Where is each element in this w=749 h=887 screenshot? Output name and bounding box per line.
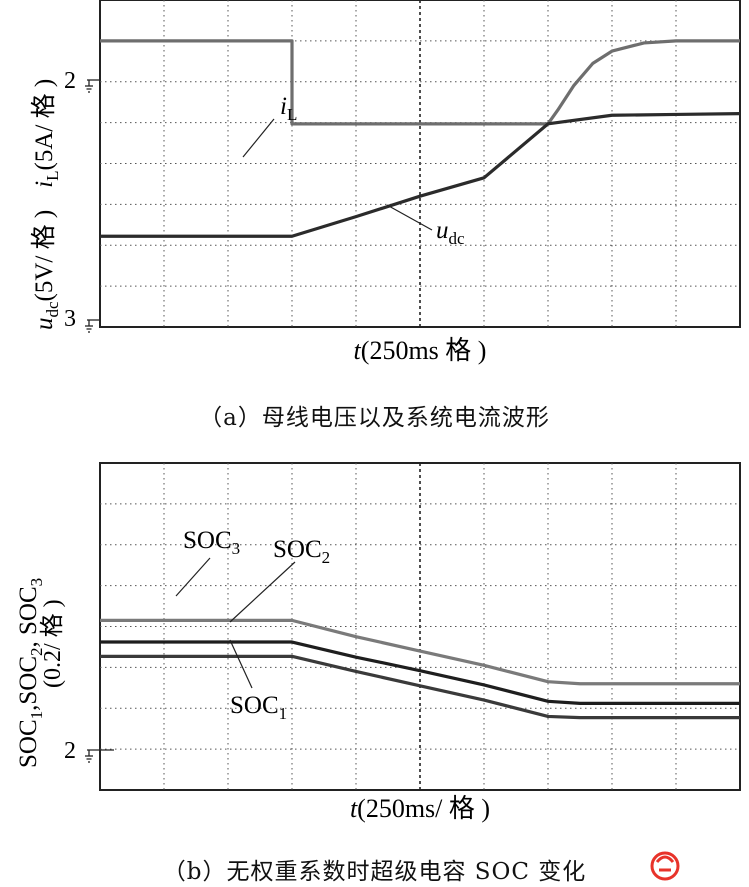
- leader-udc: [386, 204, 433, 231]
- ylabel-soc3-sub: 3: [27, 578, 46, 587]
- watermark-logo-mark: [655, 855, 675, 872]
- panel-b-chart: 2 SOC1,SOC2, SOC3 (0.2/ 格 ) t(250ms/ 格 )…: [15, 462, 741, 823]
- panel-a-series-il: [100, 39, 740, 126]
- panel-b-y-axis-label-2: (0.2/ 格 ): [39, 599, 66, 688]
- xlabel-a-var: t: [354, 336, 362, 365]
- ground-symbol-icon: [85, 79, 100, 93]
- xlabel-b-var: t: [350, 794, 358, 823]
- panel-a-chart: 2 3 udc(5V/ 格 )iL(5A/ 格 ) t(250ms 格 ) iL: [30, 0, 741, 365]
- ground-symbol-icon: [85, 319, 100, 333]
- ylabel-i-sub: L: [43, 170, 62, 180]
- ylabel-u-var: u: [31, 318, 58, 331]
- watermark-logo-icon: [650, 851, 680, 881]
- panel-b-caption: （b）无权重系数时超级电容 SOC 变化: [162, 859, 587, 885]
- ylabel-u-sub: dc: [43, 301, 62, 318]
- watermark-logo: [650, 851, 680, 881]
- panel-b-y-axis-label-1: SOC1,SOC2, SOC3: [15, 578, 46, 768]
- leader-soc2: [229, 561, 296, 623]
- panel-b-x-axis-label: t(250ms/ 格 ): [350, 794, 490, 823]
- panel-b-marker-2: 2: [64, 738, 76, 764]
- xlabel-b: (250ms/ 格 ): [357, 794, 490, 823]
- series-label-udc-var: u: [436, 217, 449, 244]
- series-label-soc2-name: SOC: [273, 536, 322, 563]
- panel-a-marker-3: 3: [64, 306, 76, 332]
- ylabel-soc3: SOC: [15, 586, 42, 635]
- ylabel-u: (5V/ 格 ): [30, 210, 58, 302]
- ylabel-soc1: SOC: [15, 719, 42, 768]
- panel-b-series-soc3: [100, 618, 740, 686]
- series-label-soc1-sub: 1: [279, 704, 288, 723]
- ylabel-soc2: SOC: [15, 656, 42, 705]
- series-label-soc1-name: SOC: [230, 692, 279, 719]
- xlabel-a: (250ms 格 ): [361, 336, 487, 365]
- series-label-soc2: SOC2: [273, 536, 330, 567]
- panel-a-caption: （a）母线电压以及系统电流波形: [199, 405, 550, 431]
- panel-a-y-axis-label: udc(5V/ 格 ) iL(5A/ 格 ): [30, 79, 62, 330]
- series-label-soc3-sub: 3: [232, 539, 241, 558]
- panel-a-series-udc: [100, 112, 741, 238]
- panel-b-series-soc1: [100, 654, 740, 720]
- ylabel-soc1-sub: 1: [27, 711, 46, 720]
- series-label-soc2-sub: 2: [322, 548, 331, 567]
- panel-b-series-soc2: [100, 640, 740, 705]
- series-label-iL: iL: [280, 93, 297, 124]
- leader-soc1: [229, 639, 253, 689]
- series-label-udc: udc: [436, 217, 465, 248]
- ground-symbol-icon: [85, 749, 114, 763]
- series-label-soc1: SOC1: [230, 692, 287, 723]
- leader-iL: [242, 118, 275, 158]
- panel-a-grid: [100, 0, 740, 327]
- series-label-iL-sub: L: [287, 105, 297, 124]
- panel-b-grid: [100, 463, 740, 790]
- ylabel-i-var: i: [31, 181, 58, 188]
- ylabel-soc2-sub: 2: [27, 647, 46, 656]
- panel-a-series: [100, 39, 741, 238]
- series-label-soc3-name: SOC: [183, 527, 232, 554]
- panel-a-x-axis-label: t(250ms 格 ): [354, 336, 487, 365]
- series-label-iL-var: i: [280, 93, 287, 120]
- series-label-soc3: SOC3: [183, 527, 240, 558]
- series-label-udc-sub: dc: [449, 229, 466, 248]
- leader-soc3: [175, 557, 211, 597]
- panel-b-series: [100, 618, 740, 720]
- ylabel-i: (5A/ 格 ): [30, 79, 58, 171]
- panel-a-marker-2: 2: [64, 68, 76, 94]
